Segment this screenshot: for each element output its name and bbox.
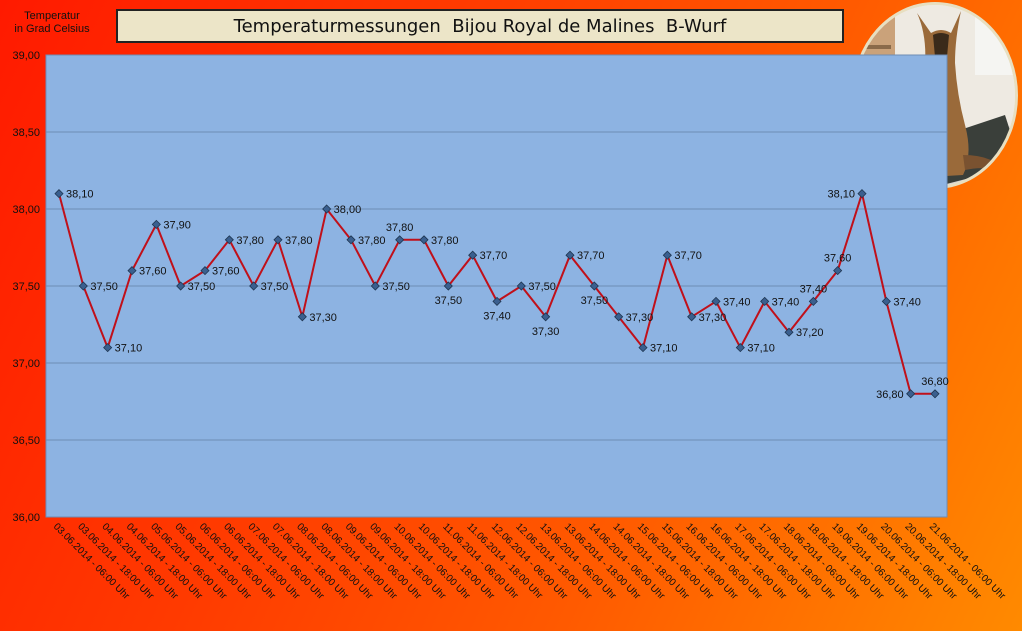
data-point-marker — [78, 281, 88, 291]
y-tick-label: 38,00 — [12, 204, 40, 216]
data-point-marker — [808, 296, 818, 306]
data-point-marker — [565, 250, 575, 260]
data-point-marker — [54, 189, 64, 199]
data-label: 38,00 — [334, 204, 362, 216]
data-label: 37,80 — [285, 235, 313, 247]
data-point-marker — [906, 389, 916, 399]
data-label: 37,80 — [358, 235, 386, 247]
data-label: 37,30 — [309, 312, 337, 324]
data-point-marker — [614, 312, 624, 322]
data-label: 36,80 — [876, 389, 904, 401]
data-label: 37,50 — [261, 281, 289, 293]
data-point-marker — [492, 296, 502, 306]
data-point-marker — [297, 312, 307, 322]
data-point-marker — [127, 266, 137, 276]
data-point-marker — [395, 235, 405, 245]
data-point-marker — [833, 266, 843, 276]
data-label: 37,60 — [212, 266, 240, 278]
data-label: 37,40 — [772, 296, 800, 308]
data-point-marker — [322, 204, 332, 214]
data-label: 37,80 — [386, 222, 414, 234]
y-tick-label: 36,50 — [12, 435, 40, 447]
data-point-marker — [200, 266, 210, 276]
data-point-marker — [541, 312, 551, 322]
data-point-marker — [468, 250, 478, 260]
data-label: 37,50 — [528, 281, 556, 293]
data-label: 37,20 — [796, 327, 824, 339]
y-tick-label: 39,00 — [12, 50, 40, 62]
data-point-marker — [930, 389, 940, 399]
data-label: 37,70 — [577, 250, 605, 262]
data-point-marker — [881, 296, 891, 306]
data-label: 37,50 — [188, 281, 216, 293]
data-label: 38,10 — [66, 189, 94, 201]
data-label: 37,60 — [824, 253, 852, 265]
data-label: 37,90 — [163, 219, 191, 231]
data-label: 37,70 — [480, 250, 508, 262]
data-label: 37,10 — [650, 343, 678, 355]
data-label: 37,50 — [382, 281, 410, 293]
data-point-marker — [151, 219, 161, 229]
data-point-marker — [273, 235, 283, 245]
data-label: 38,10 — [827, 189, 855, 201]
data-label: 37,40 — [723, 296, 751, 308]
data-label: 37,40 — [483, 310, 511, 322]
data-point-marker — [784, 327, 794, 337]
data-point-marker — [419, 235, 429, 245]
y-tick-label: 37,00 — [12, 358, 40, 370]
data-point-marker — [760, 296, 770, 306]
data-label: 36,80 — [921, 376, 949, 388]
data-point-marker — [589, 281, 599, 291]
data-label: 37,50 — [90, 281, 118, 293]
data-point-marker — [735, 343, 745, 353]
chart-title-box: Temperaturmessungen Bijou Royal de Malin… — [116, 9, 844, 43]
y-tick-label: 37,50 — [12, 281, 40, 293]
data-label: 37,70 — [674, 250, 702, 262]
data-label: 37,30 — [699, 312, 727, 324]
data-label: 37,30 — [626, 312, 654, 324]
data-label: 37,30 — [532, 326, 560, 338]
data-label: 37,10 — [747, 343, 775, 355]
data-label: 37,50 — [581, 295, 609, 307]
chart-title: Temperaturmessungen Bijou Royal de Malin… — [233, 15, 727, 37]
y-tick-label: 38,50 — [12, 127, 40, 139]
data-label: 37,50 — [435, 295, 463, 307]
data-label: 37,60 — [139, 266, 167, 278]
data-point-marker — [176, 281, 186, 291]
data-label: 37,10 — [115, 343, 143, 355]
data-point-marker — [711, 296, 721, 306]
data-point-marker — [224, 235, 234, 245]
y-axis-title: Temperatur in Grad Celsius — [14, 10, 90, 35]
data-point-marker — [370, 281, 380, 291]
data-point-marker — [103, 343, 113, 353]
data-label: 37,40 — [800, 283, 828, 295]
data-point-marker — [249, 281, 259, 291]
data-label: 37,80 — [431, 235, 459, 247]
data-point-marker — [857, 189, 867, 199]
data-point-marker — [443, 281, 453, 291]
data-label: 37,40 — [893, 296, 921, 308]
data-point-marker — [346, 235, 356, 245]
data-point-marker — [516, 281, 526, 291]
y-tick-label: 36,00 — [12, 512, 40, 524]
data-point-marker — [687, 312, 697, 322]
data-label: 37,80 — [236, 235, 264, 247]
data-point-marker — [638, 343, 648, 353]
data-point-marker — [662, 250, 672, 260]
